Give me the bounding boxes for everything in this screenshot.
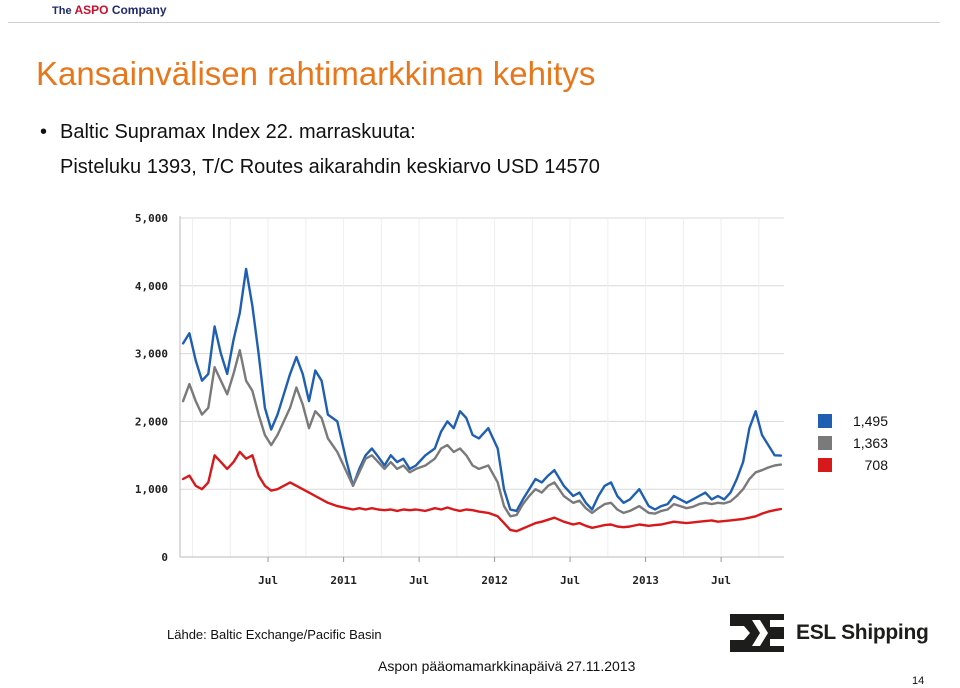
legend-value: 708 [864,457,888,473]
y-tick-label: 0 [161,551,168,564]
x-tick-label: Jul [409,574,429,587]
y-tick-label: 5,000 [135,212,168,225]
y-tick-label: 1,000 [135,483,168,496]
esl-mark-icon [730,614,784,652]
bullet-text: Baltic Supramax Index 22. marraskuuta: [60,121,416,143]
legend-row: 1,495 [818,410,888,432]
page-number: 14 [912,675,925,687]
legend-row: 1,363 [818,432,888,454]
y-tick-label: 4,000 [135,280,168,293]
source-note: Lähde: Baltic Exchange/Pacific Basin [167,627,382,642]
bullet-dot-icon: • [40,121,48,143]
legend-value: 1,495 [852,413,888,429]
x-tick-label: 2013 [632,574,659,587]
slide-title: Kansainvälisen rahtimarkkinan kehitys [36,55,596,92]
x-tick-label: Jul [711,574,731,587]
x-tick-label: Jul [258,574,278,587]
legend-swatch-gray [818,436,832,450]
series-line-red [181,450,783,533]
x-tick-label: 2011 [330,574,357,587]
aspo-company-logo: The ASPO Company [52,2,167,18]
logo-company-text: Company [111,3,167,17]
legend-swatch-red [818,458,832,472]
esl-shipping-logo: ESL Shipping [730,612,929,654]
y-tick-label: 2,000 [135,415,168,428]
bullet-item: • Baltic Supramax Index 22. marraskuuta: [40,120,416,144]
esl-logo-text: ESL Shipping [796,621,929,644]
y-tick-label: 3,000 [135,348,168,361]
bullet-subtext: Pisteluku 1393, T/C Routes aikarahdin ke… [60,156,600,178]
series-line-gray [181,349,783,518]
logo-the-text: The [52,5,72,17]
legend-swatch-blue [818,414,832,428]
logo-aspo-text: ASPO [74,3,109,17]
legend-value: 1,363 [852,435,888,451]
x-tick-label: 2012 [481,574,508,587]
chart-legend: 1,495 1,363 708 [818,410,888,476]
legend-row: 708 [818,454,888,476]
header-divider [8,22,940,23]
series-line-blue [181,267,783,513]
x-tick-label: Jul [560,574,580,587]
footer-text: Aspon pääomamarkkinapäivä 27.11.2013 [378,658,636,674]
